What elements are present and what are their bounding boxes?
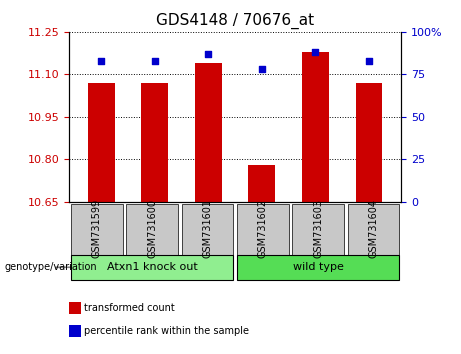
Bar: [142, 83, 168, 202]
Point: [98, 58, 105, 64]
Text: GSM731601: GSM731601: [202, 199, 213, 258]
Point: [258, 67, 266, 72]
Point: [151, 58, 159, 64]
Text: GSM731600: GSM731600: [147, 199, 157, 258]
Point: [365, 58, 372, 64]
Text: genotype/variation: genotype/variation: [5, 262, 97, 272]
Bar: [88, 83, 115, 202]
Text: GSM731599: GSM731599: [92, 199, 102, 258]
Point: [312, 50, 319, 55]
Point: [205, 51, 212, 57]
Text: GSM731604: GSM731604: [368, 199, 378, 258]
Bar: [302, 52, 329, 202]
Text: GSM731602: GSM731602: [258, 199, 268, 258]
Bar: [248, 165, 275, 202]
Title: GDS4148 / 70676_at: GDS4148 / 70676_at: [156, 13, 314, 29]
Bar: [355, 83, 382, 202]
Text: wild type: wild type: [293, 262, 343, 272]
Text: Atxn1 knock out: Atxn1 knock out: [107, 262, 197, 272]
Text: percentile rank within the sample: percentile rank within the sample: [84, 326, 249, 336]
Text: transformed count: transformed count: [84, 303, 175, 313]
Text: GSM731603: GSM731603: [313, 199, 323, 258]
Bar: [195, 63, 222, 202]
